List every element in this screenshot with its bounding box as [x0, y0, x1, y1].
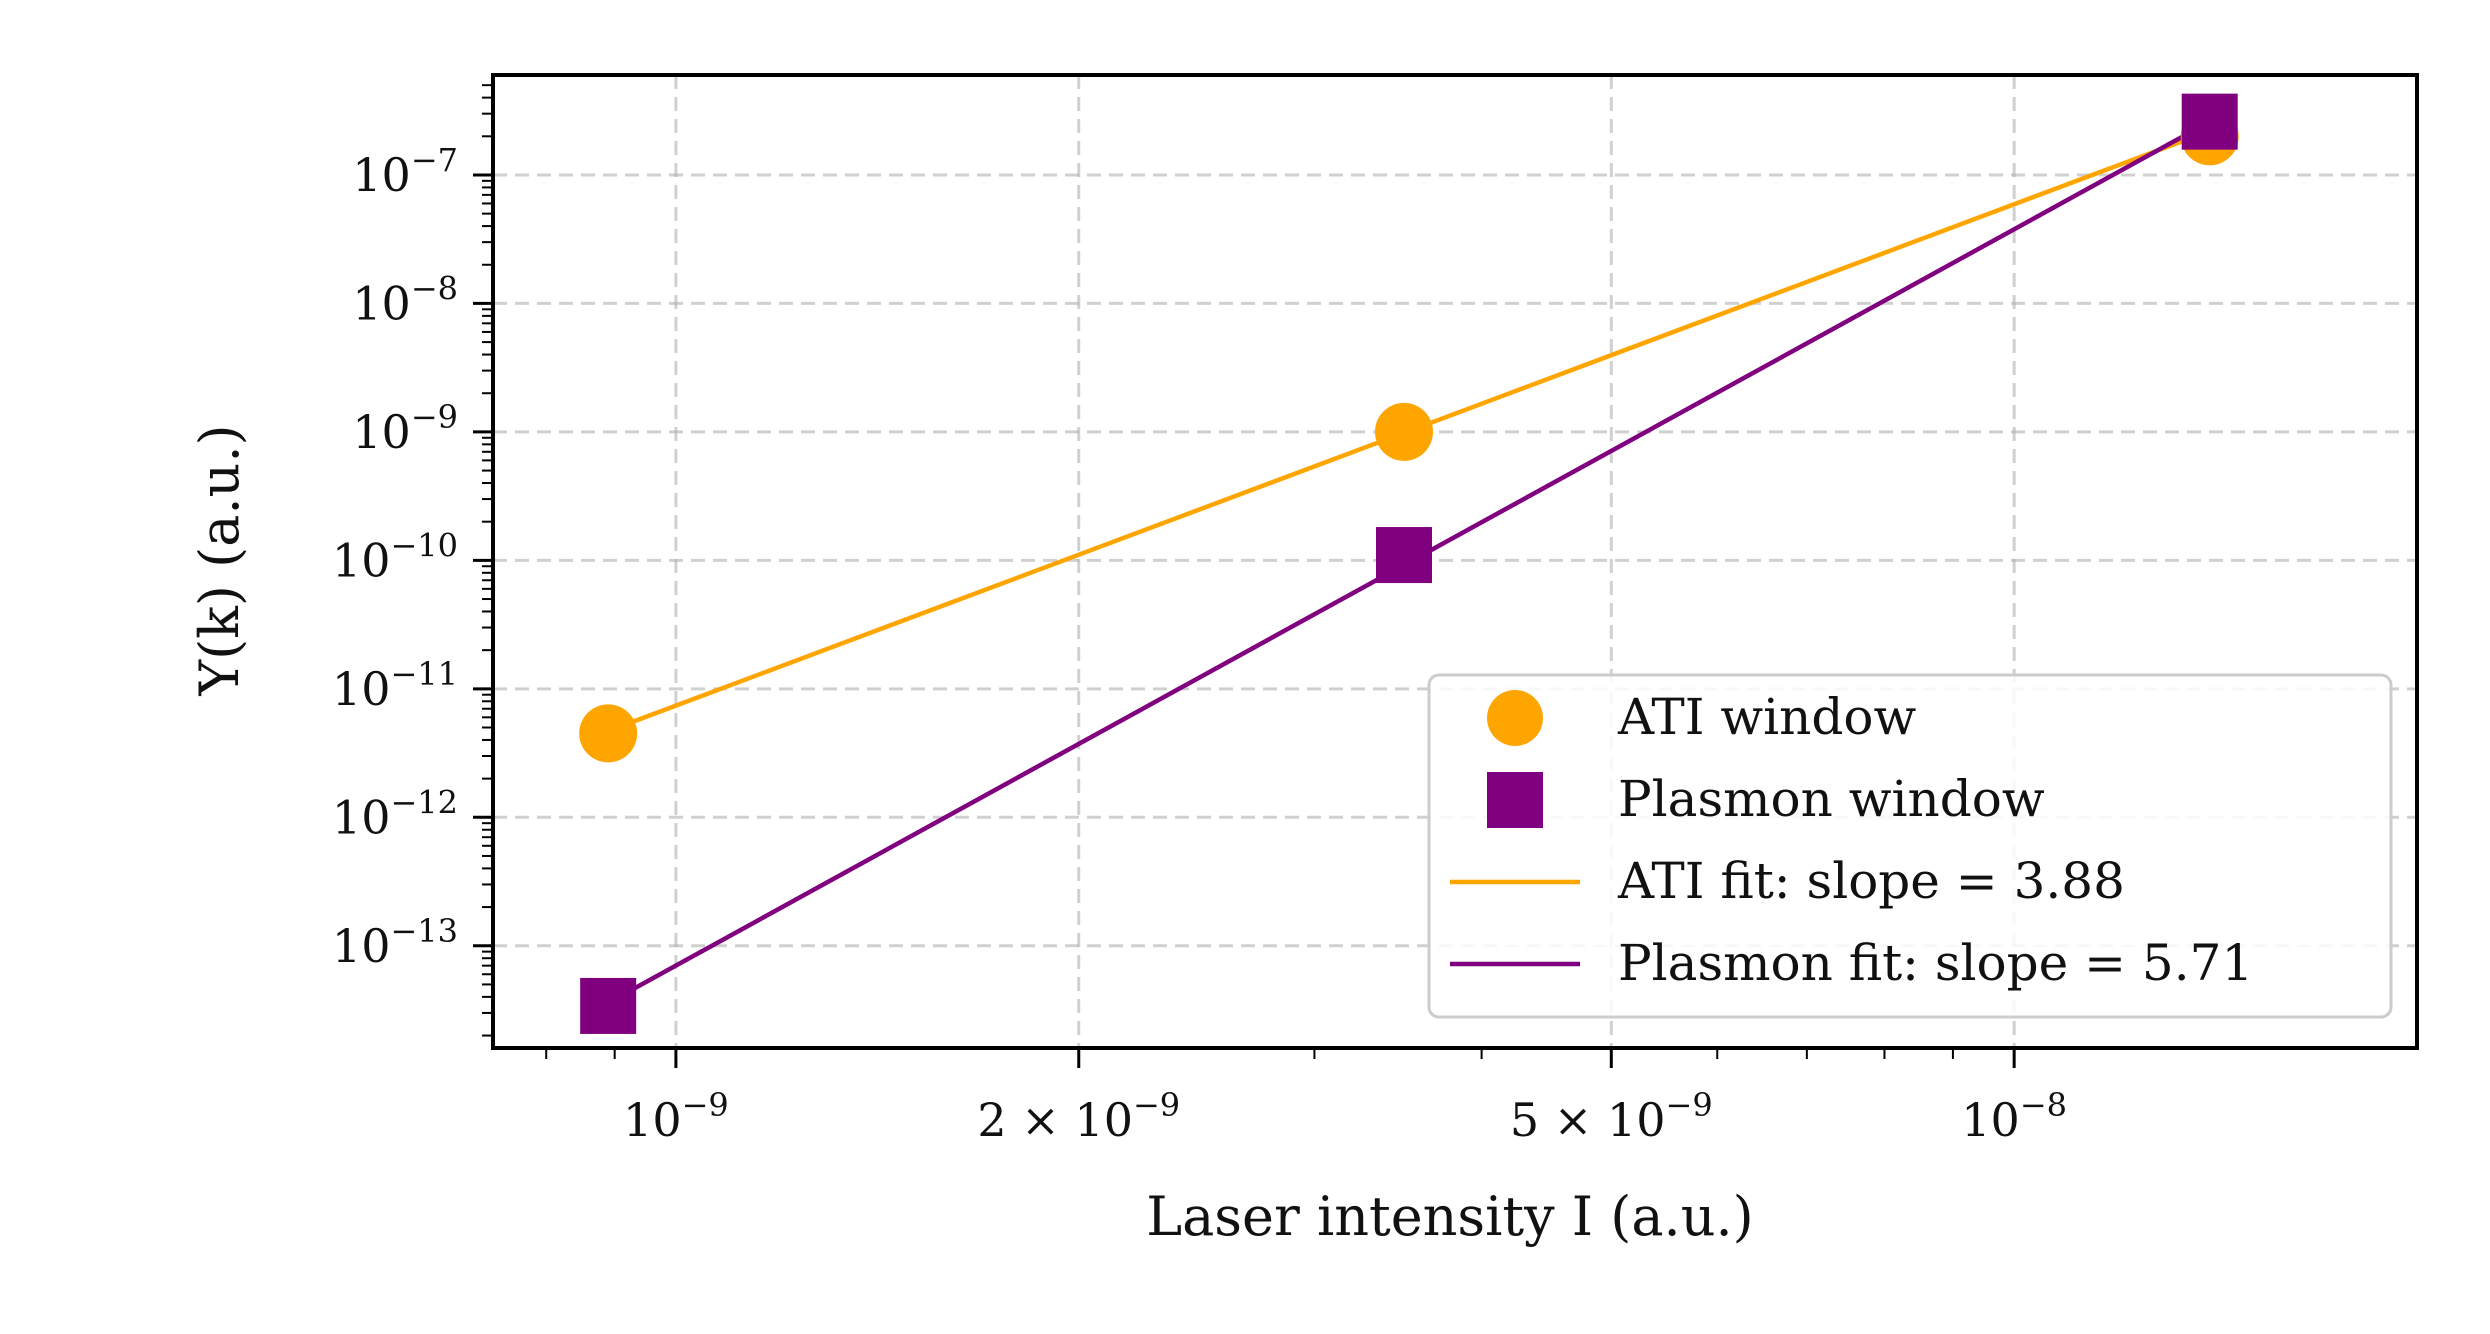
- y-tick-label: 10−13: [332, 912, 458, 973]
- tick-labels: 10−9 2 × 10−9 5 × 10−9 10−8 10−7 10−8 10−9 10−1…: [332, 141, 2067, 1147]
- y-axis-label: Y(k) (a.u.): [188, 424, 251, 696]
- plot-series: [579, 93, 2239, 1034]
- legend-label-plasmon-fit-slope-5-71: Plasmon fit: slope = 5.71: [1618, 934, 2253, 992]
- y-tick-label: 10−7: [352, 141, 458, 202]
- x-tick-label: 10−9: [623, 1086, 729, 1147]
- grid: [493, 75, 2417, 1048]
- ati-window-point: [1375, 402, 1434, 461]
- legend: ATI window Plasmon window ATI fit: slope =…: [1427, 673, 2393, 1019]
- legend-swatch-ati-window: [1487, 690, 1543, 746]
- legend-label-ati-window: ATI window: [1617, 688, 1916, 746]
- legend-label-plasmon-window: Plasmon window: [1618, 770, 2045, 828]
- y-tick-label: 10−8: [352, 269, 458, 330]
- x-tick-label: 5 × 10−9: [1510, 1086, 1713, 1147]
- legend-box: [1427, 673, 2393, 1019]
- y-tick-label: 10−10: [332, 526, 458, 587]
- major-ticks: [473, 173, 2016, 1068]
- legend-swatch-plasmon-window: [1487, 772, 1543, 828]
- plasmon-window-point: [2181, 93, 2238, 150]
- x-tick-label: 10−8: [1961, 1086, 2067, 1147]
- legend-label-ati-fit-slope-3-88: ATI fit: slope = 3.88: [1617, 852, 2125, 910]
- x-tick-label: 2 × 10−9: [977, 1086, 1180, 1147]
- plot-area-frame: [491, 73, 2419, 1050]
- y-tick-label: 10−9: [352, 398, 458, 459]
- y-tick-label: 10−11: [332, 655, 458, 716]
- x-axis-label: Laser intensity I (a.u.): [1146, 1185, 1753, 1248]
- ati-window-point: [579, 704, 638, 763]
- y-tick-label: 10−12: [332, 783, 458, 844]
- plasmon-window-point: [580, 977, 637, 1034]
- plasmon-window-point: [1376, 527, 1433, 584]
